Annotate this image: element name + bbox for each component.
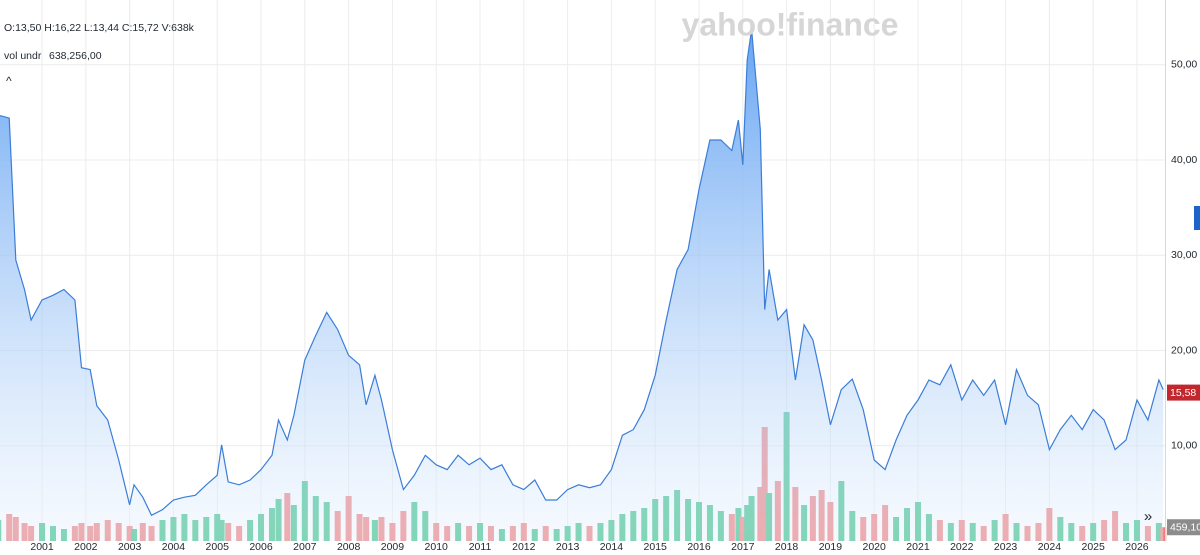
x-tick-label: 2016: [687, 541, 711, 553]
collapse-button[interactable]: ^: [6, 74, 12, 88]
x-tick-label: 2010: [425, 541, 449, 553]
x-tick-label: 2014: [600, 541, 624, 553]
ohlcv: O:13,50 H:16,22 L:13,44 C:15,72 V:638k: [4, 22, 195, 34]
x-tick-label: 2011: [469, 541, 492, 553]
watermark: yahoo!finance: [682, 6, 899, 42]
value-tag: [1167, 519, 1200, 536]
x-tick-label: 2021: [906, 541, 930, 553]
x-tick-label: 2024: [1038, 541, 1062, 553]
volume-bar: [1160, 527, 1167, 541]
x-tick-label: 2001: [30, 541, 54, 553]
x-tick-label: 2005: [206, 541, 230, 553]
x-tick-label: 2015: [644, 541, 668, 553]
volume-name: vol undr: [4, 50, 42, 62]
y-tick-label: 40,00: [1171, 154, 1197, 166]
x-tick-label: 2003: [118, 541, 142, 553]
x-tick-label: 2009: [381, 541, 405, 553]
price-area: [0, 29, 1164, 541]
value-tag: [1167, 384, 1200, 401]
x-tick-label: 2007: [293, 541, 317, 553]
side-tab[interactable]: [1194, 206, 1200, 230]
value-tag-label: 15,58: [1170, 387, 1196, 399]
value-tag-label: 459,10: [1170, 522, 1200, 534]
x-tick-label: 2019: [819, 541, 843, 553]
x-tick-label: 2002: [74, 541, 98, 553]
y-tick-label: 30,00: [1171, 249, 1197, 261]
x-tick-label: 2026: [1125, 541, 1149, 553]
x-tick-label: 2023: [994, 541, 1018, 553]
x-tick-label: 2025: [1081, 541, 1105, 553]
x-tick-label: 2022: [950, 541, 974, 553]
x-tick-label: 2008: [337, 541, 361, 553]
volume-value: 638,256,00: [49, 50, 102, 62]
expand-button[interactable]: »: [1144, 508, 1152, 525]
price-line: [0, 29, 1164, 517]
y-tick-label: 50,00: [1171, 59, 1197, 71]
x-tick-label: 2006: [249, 541, 273, 553]
price-line: [0, 29, 1164, 541]
x-tick-label: 2017: [731, 541, 755, 553]
x-tick-label: 2018: [775, 541, 799, 553]
x-tick-label: 2020: [863, 541, 887, 553]
x-tick-label: 2013: [556, 541, 580, 553]
y-tick-label: 10,00: [1171, 440, 1197, 452]
y-tick-label: 20,00: [1171, 344, 1197, 356]
x-tick-label: 2012: [512, 541, 536, 553]
x-tick-label: 2004: [162, 541, 186, 553]
